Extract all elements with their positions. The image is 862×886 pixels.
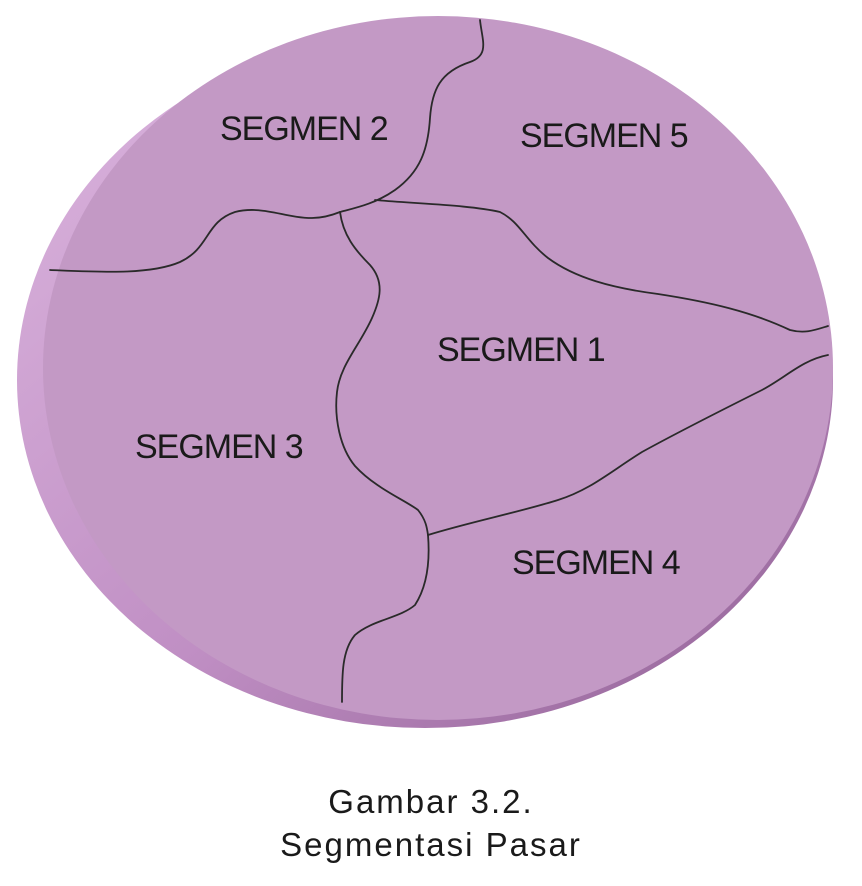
market-segmentation-diagram: SEGMEN 2 SEGMEN 5 SEGMEN 1 SEGMEN 3 SEGM… (17, 16, 833, 728)
border-segment1-segment4 (427, 354, 829, 536)
segment-2-label: SEGMEN 2 (220, 110, 388, 148)
disc-face (43, 16, 833, 720)
segment-borders (49, 19, 829, 703)
segment-3-label: SEGMEN 3 (135, 428, 303, 466)
segment-4-label: SEGMEN 4 (512, 544, 680, 582)
segment-5-label: SEGMEN 5 (520, 117, 688, 155)
figure-caption-number: Gambar 3.2. (328, 783, 534, 820)
border-segment2-segment3 (49, 209, 341, 273)
border-segment3-segment4 (341, 534, 430, 703)
segment-1-label: SEGMEN 1 (437, 331, 605, 369)
figure-caption-title: Segmentasi Pasar (280, 826, 582, 863)
border-segment5-segment1 (374, 199, 829, 333)
border-segment1-segment3 (335, 211, 429, 536)
border-segment2-segment5 (339, 19, 485, 213)
